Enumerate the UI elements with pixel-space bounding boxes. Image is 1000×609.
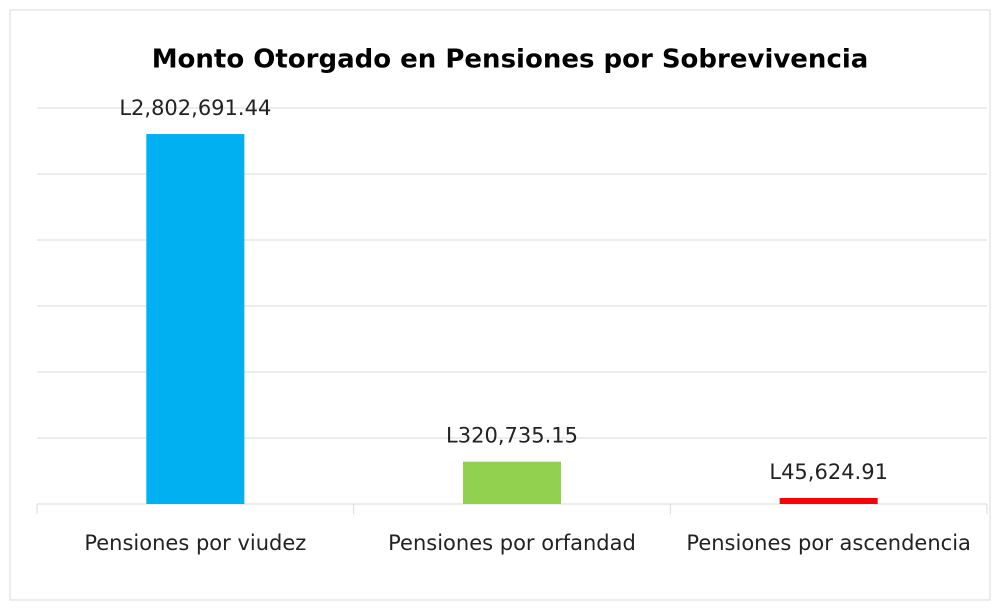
x-label-box: Pensiones por viudez	[84, 531, 307, 555]
data-label: L45,624.91	[769, 460, 888, 484]
x-tick-label: Pensiones por orfandad	[388, 531, 636, 555]
data-label: L320,735.15	[446, 424, 578, 448]
bar	[779, 497, 878, 504]
x-tick-label: Pensiones por viudez	[84, 531, 307, 555]
x-label-box: Pensiones por orfandad	[388, 531, 636, 555]
bar	[463, 461, 561, 504]
data-label: L2,802,691.44	[119, 96, 271, 120]
x-label-box: Pensiones por ascendencia	[686, 531, 971, 555]
x-tick-label: Pensiones por ascendencia	[686, 531, 971, 555]
bar	[146, 134, 245, 504]
chart-title: Monto Otorgado en Pensiones por Sobreviv…	[152, 45, 869, 75]
